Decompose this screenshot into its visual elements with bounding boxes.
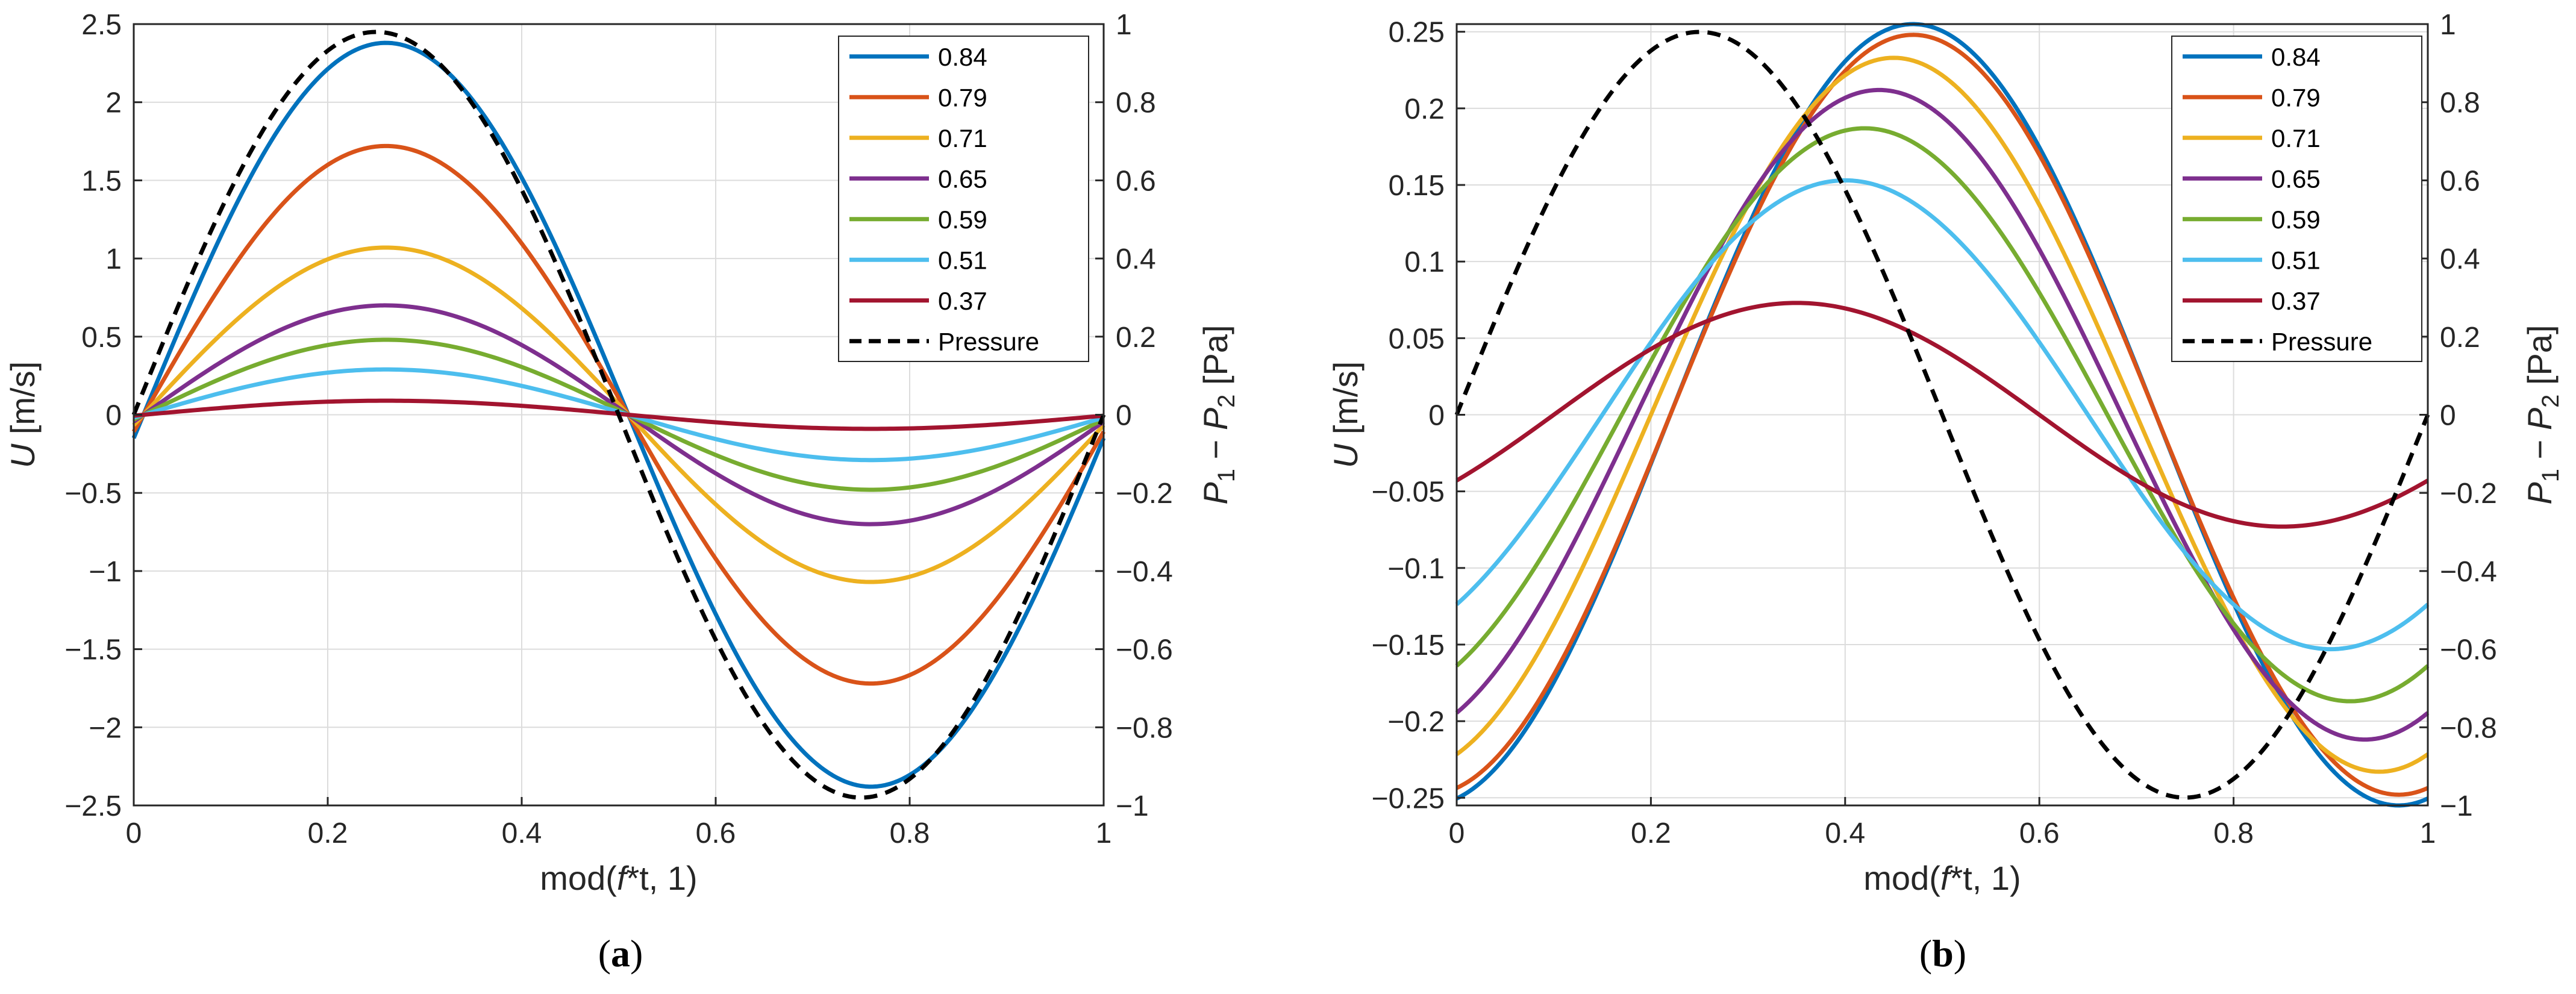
y2-tick-label: 0.2 [1116,322,1156,354]
series-line-0.65 [1455,87,2430,742]
legend-entry-label: 0.59 [2271,205,2321,234]
x-tick-label: 0.8 [2213,817,2254,849]
series-line-pressure [131,30,1106,800]
y2-tick-label: −1 [2440,790,2473,822]
series-line-0.79 [131,143,1106,686]
y2-tick-label: −0.8 [2440,712,2497,744]
y2-tick-label: −0.2 [2440,478,2497,510]
y-tick-label: −0.1 [1387,553,1445,585]
legend-entry-label: 0.37 [938,287,987,315]
series-line-0.59 [1455,126,2430,704]
y2-tick-label: −0.4 [1116,556,1173,588]
y-tick-label: −2.5 [64,790,122,822]
y-tick-label: 0 [105,400,122,432]
x-tick-label: 0.6 [2019,817,2060,849]
legend-entry-label: 0.79 [2271,83,2321,111]
y2-tick-label: −0.6 [2440,634,2497,666]
y2-tick-label: 1 [2440,9,2456,41]
legend-entry-label: 0.71 [2271,124,2321,152]
y2-axis-label: P1 − P2 [Pa] [2521,325,2564,504]
series-line-0.71 [1455,55,2429,774]
y-tick-label: −0.2 [1387,706,1445,738]
y2-tick-label: −0.8 [1116,712,1173,744]
y-tick-label: −1.5 [64,634,122,666]
y-axis-label: U [m/s] [4,361,42,468]
y2-axis-label: P1 − P2 [Pa] [1196,325,1240,504]
y2-tick-label: −0.4 [2440,556,2497,588]
y-tick-label: 2 [105,87,122,119]
x-tick-label: 0.2 [308,817,348,849]
y-tick-label: 0.5 [81,322,122,354]
legend-entry-label: Pressure [2271,327,2372,355]
legend-box [838,36,1089,362]
legend-entry-label: 0.71 [938,124,987,152]
legend-entry-label: 0.51 [938,246,987,274]
y2-tick-label: 0 [2440,400,2456,432]
legend-entry-label: 0.65 [938,164,987,193]
panel-label: (b) [1919,932,1966,975]
x-tick-label: 0.8 [890,817,930,849]
y-tick-label: −2 [89,712,122,744]
series-line-0.51 [1455,178,2430,652]
chart-panel-b: 0 0.2 0.4 0.6 0.8 1 −0.25 −0.2 −0.15 −0.1 −0.05 0 0.… [1327,9,2564,975]
y2-tick-label: −1 [1116,790,1149,822]
legend-entry-label: 0.59 [938,205,987,234]
legend: 0.84 0.79 0.71 0.65 0.59 0.51 0.37 Pressure [2171,36,2422,362]
y-tick-label: 0.2 [1404,93,1445,125]
y2-tick-label: 0.6 [2440,165,2480,197]
y-axis-label: U [m/s] [1327,361,1365,468]
legend-box [2171,36,2422,362]
legend-entry-label: 0.84 [2271,43,2321,71]
legend-entry-label: 0.65 [2271,164,2321,193]
y2-tick-label: 0 [1116,400,1132,432]
y2-tick-label: 0.8 [1116,87,1156,119]
y2-tick-label: 0.2 [2440,322,2480,354]
legend-entry-label: 0.37 [2271,287,2321,315]
y-tick-label: 0.1 [1404,246,1445,278]
y-tick-label: 1 [105,243,122,275]
x-tick-label: 0.4 [1825,817,1865,849]
y2-tick-label: 0.4 [2440,243,2480,275]
x-tick-label: 0.6 [696,817,736,849]
x-axis-label: mod(f*t, 1) [1863,859,2021,897]
y-tick-label: −0.5 [64,478,122,510]
y-tick-label: −1 [89,556,122,588]
y-tick-label: −0.15 [1372,630,1445,661]
y-tick-label: −0.25 [1372,783,1445,814]
y-tick-label: −0.05 [1372,477,1445,508]
y-tick-label: 0 [1428,400,1445,432]
chart-panel-a: 0 0.2 0.4 0.6 0.8 1−2.5−2−1.5−1−0.500.511.522… [4,9,1240,975]
y2-tick-label: −0.6 [1116,634,1173,666]
y2-tick-label: 0.8 [2440,87,2480,119]
y-tick-label: 0.05 [1389,323,1445,355]
y2-tick-label: 1 [1116,9,1132,41]
y-tick-label: 0.15 [1389,170,1445,202]
x-tick-label: 0.4 [502,817,542,849]
series-line-0.79 [1455,33,2429,797]
legend: 0.84 0.79 0.71 0.65 0.59 0.51 0.37 Pressure [838,36,1089,362]
x-tick-label: 1 [2420,817,2436,849]
y-tick-label: 0.25 [1389,17,1445,49]
y2-tick-label: 0.6 [1116,165,1156,197]
series-line-0.71 [132,245,1105,584]
y-tick-label: 2.5 [81,9,122,41]
x-tick-label: 1 [1096,817,1112,849]
y2-tick-label: −0.2 [1116,478,1173,510]
x-tick-label: 0 [126,817,142,849]
x-tick-label: 0.2 [1631,817,1671,849]
x-tick-label: 0 [1449,817,1465,849]
legend-entry-label: 0.84 [938,43,987,71]
x-axis-label: mod(f*t, 1) [540,859,697,897]
y2-tick-label: 0.4 [1116,243,1156,275]
panel-label: (a) [598,932,643,975]
y-tick-label: 1.5 [81,165,122,197]
legend-entry-label: 0.51 [2271,246,2321,274]
legend-entry-label: Pressure [938,327,1039,355]
legend-entry-label: 0.79 [938,83,987,111]
series-line-0.37 [1455,301,2429,529]
series-line-pressure [1454,30,2430,800]
